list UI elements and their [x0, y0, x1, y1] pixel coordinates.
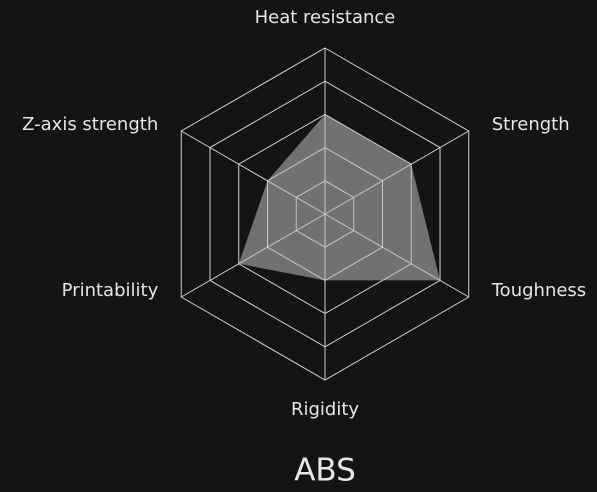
axis-label: Strength	[492, 114, 570, 135]
axis-label: Printability	[62, 280, 159, 301]
axis-label: Toughness	[491, 280, 586, 301]
axis-label: Heat resistance	[255, 7, 396, 28]
chart-title: ABS	[294, 453, 356, 489]
axis-label: Z-axis strength	[22, 114, 158, 135]
data-area	[238, 114, 441, 281]
axis-label: Rigidity	[291, 399, 359, 420]
